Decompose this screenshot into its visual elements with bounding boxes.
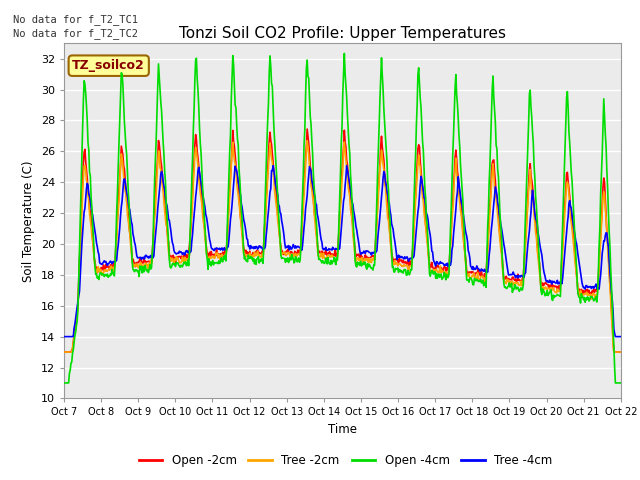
Text: No data for f_T2_TC2: No data for f_T2_TC2 bbox=[13, 28, 138, 39]
Text: No data for f_T2_TC1: No data for f_T2_TC1 bbox=[13, 13, 138, 24]
Legend: Open -2cm, Tree -2cm, Open -4cm, Tree -4cm: Open -2cm, Tree -2cm, Open -4cm, Tree -4… bbox=[134, 449, 557, 472]
Text: TZ_soilco2: TZ_soilco2 bbox=[72, 59, 145, 72]
X-axis label: Time: Time bbox=[328, 423, 357, 436]
Title: Tonzi Soil CO2 Profile: Upper Temperatures: Tonzi Soil CO2 Profile: Upper Temperatur… bbox=[179, 25, 506, 41]
Y-axis label: Soil Temperature (C): Soil Temperature (C) bbox=[22, 160, 35, 282]
